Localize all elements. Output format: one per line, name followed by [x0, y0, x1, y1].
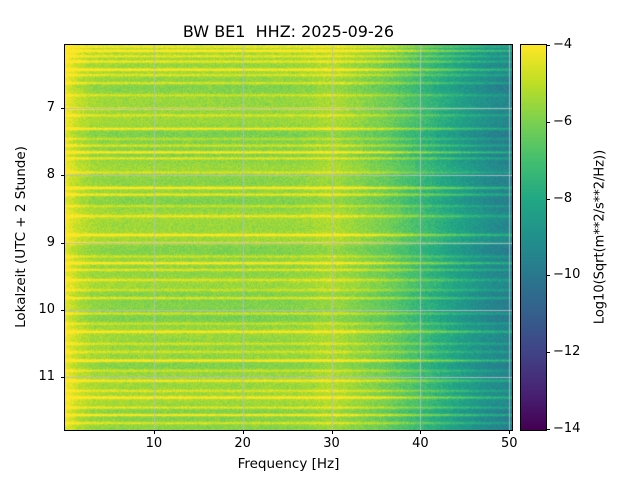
colorbar-tick-mark — [546, 121, 550, 123]
y-tick-label: 10 — [38, 301, 55, 317]
colorbar-label: Log10(Sqrt(m**2/s**2/Hz)) — [592, 149, 608, 325]
x-tick-mark — [242, 430, 244, 434]
plot-area — [64, 44, 513, 431]
spectrogram-heatmap — [65, 45, 512, 430]
x-tick-label: 40 — [412, 436, 429, 451]
x-tick-mark — [331, 430, 333, 434]
colorbar-tick-label: −12 — [553, 344, 581, 360]
colorbar-tick-label: −14 — [553, 421, 581, 436]
x-tick-label: 20 — [234, 436, 251, 451]
y-tick-mark — [61, 242, 65, 244]
colorbar — [520, 44, 547, 431]
y-tick-label: 9 — [46, 234, 55, 250]
x-tick-mark — [420, 430, 422, 434]
x-tick-mark — [509, 430, 511, 434]
colorbar-tick-label: −10 — [553, 267, 581, 283]
colorbar-tick-mark — [546, 198, 550, 200]
x-tick-mark — [153, 430, 155, 434]
y-tick-mark — [61, 175, 65, 177]
y-tick-mark — [61, 376, 65, 378]
colorbar-tick-mark — [546, 45, 550, 46]
x-axis-label: Frequency [Hz] — [237, 456, 340, 472]
y-tick-mark — [61, 108, 65, 110]
y-tick-label: 7 — [46, 100, 55, 116]
y-tick-label: 8 — [46, 167, 55, 183]
colorbar-tick-mark — [546, 275, 550, 277]
colorbar-tick-label: −4 — [553, 37, 573, 52]
x-tick-label: 30 — [323, 436, 340, 451]
x-tick-label: 10 — [145, 436, 163, 451]
colorbar-tick-label: −8 — [553, 190, 573, 206]
y-tick-label: 11 — [38, 368, 55, 384]
colorbar-tick-label: −6 — [553, 113, 573, 129]
colorbar-gradient — [521, 45, 546, 430]
colorbar-tick-mark — [546, 352, 550, 354]
x-tick-label: 50 — [500, 436, 518, 451]
y-tick-mark — [61, 309, 65, 311]
colorbar-tick-mark — [546, 429, 550, 430]
chart-title: BW BE1 HHZ: 2025-09-26 — [182, 22, 395, 41]
